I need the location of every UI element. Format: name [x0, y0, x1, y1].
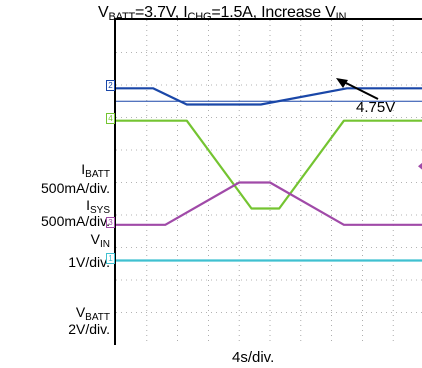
channel-marker-vin: 3 — [106, 216, 115, 228]
vin-channel-label: VIN — [90, 231, 110, 251]
trace-vin — [116, 181, 422, 226]
x-axis-label: 4s/div. — [232, 349, 275, 366]
trigger-marker — [418, 162, 422, 170]
vbatt-scale-label: 2V/div. — [68, 321, 110, 337]
vbatt-channel-label: VBATT — [75, 304, 110, 324]
channel-marker-isys: 4 — [106, 112, 115, 124]
isys-scale-label: 500mA/div. — [41, 213, 110, 229]
threshold-annotation: 4.75V — [356, 99, 396, 116]
vin-scale-label: 1V/div. — [68, 254, 110, 270]
trace-isys — [116, 119, 422, 210]
plot-area — [114, 18, 422, 345]
ibatt-scale-label: 500mA/div. — [41, 180, 110, 196]
ibatt-channel-label: IBATT — [81, 161, 110, 181]
isys-channel-label: ISYS — [86, 197, 110, 217]
channel-marker-ibatt: 1 — [106, 252, 115, 264]
trace-vbatt — [116, 87, 422, 106]
scope-plot — [116, 20, 422, 345]
channel-marker-vbatt: 2 — [106, 80, 115, 92]
